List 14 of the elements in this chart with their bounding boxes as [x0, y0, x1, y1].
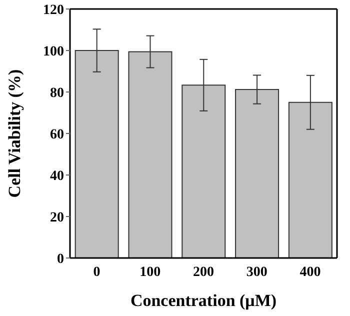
y-tick-label: 20	[50, 210, 64, 226]
x-tick-label: 400	[300, 264, 321, 280]
x-tick-label: 300	[246, 264, 268, 280]
y-tick-label: 100	[43, 44, 64, 60]
y-tick-label: 40	[50, 168, 64, 184]
y-tick-label: 80	[50, 86, 64, 101]
y-tick-label: 0	[57, 252, 64, 267]
y-tick-label: 120	[43, 2, 64, 18]
x-tick-label: 0	[93, 264, 100, 280]
y-tick-label: 60	[50, 127, 64, 142]
y-axis-title: Cell Viability (%)	[5, 69, 24, 198]
x-tick-label: 100	[140, 264, 161, 280]
x-tick-label: 200	[193, 264, 214, 280]
x-axis-title: Concentration (μM)	[130, 291, 277, 310]
